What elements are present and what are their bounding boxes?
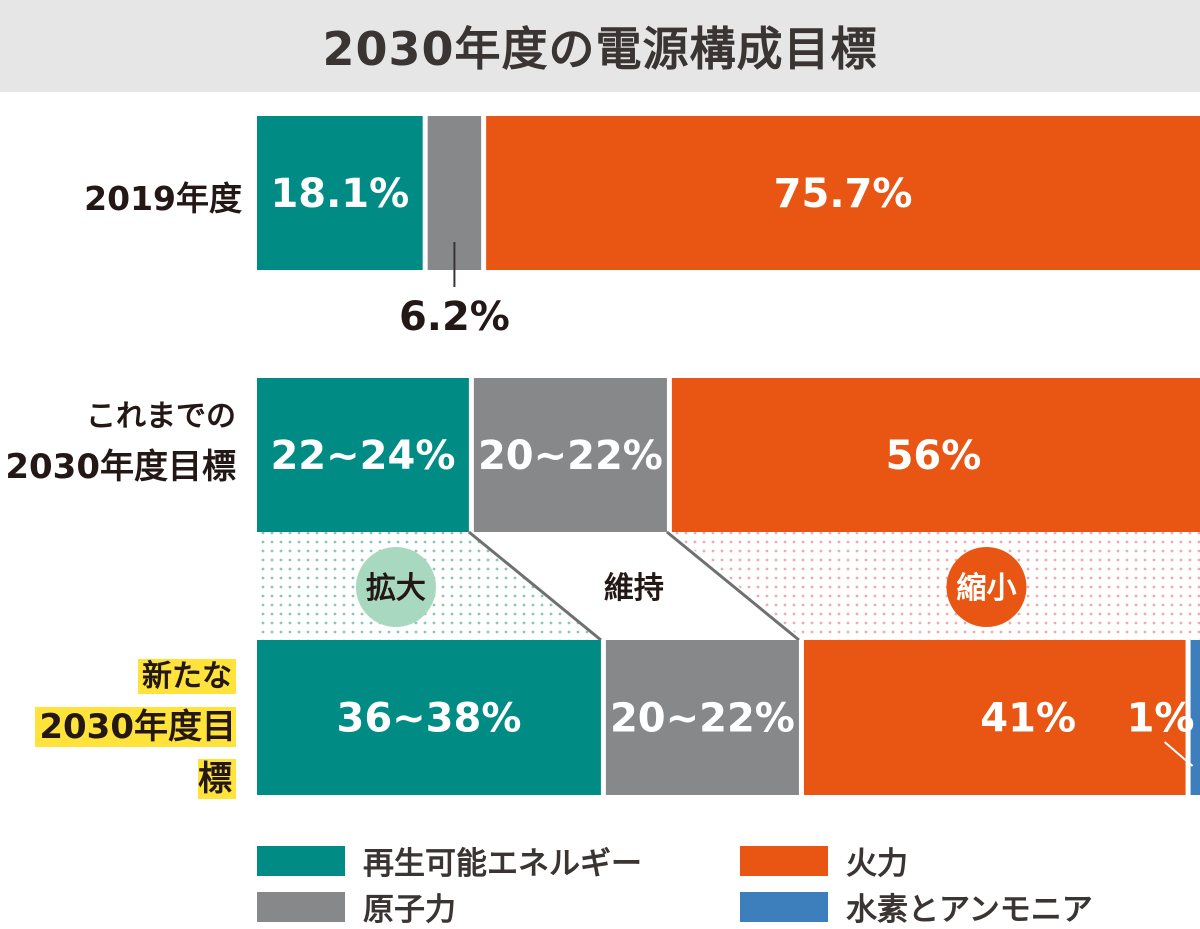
connector-edge-nuclear [665, 530, 800, 642]
legend-item-thermal: 火力 [740, 838, 908, 883]
legend-swatch-renewable [257, 845, 345, 876]
data-label-thermal-row0: 75.7% [774, 171, 913, 217]
data-label-hydrogen-row2: 1% [1127, 696, 1195, 742]
change-badge-shrink [946, 547, 1027, 627]
change-label-shrink: 縮小 [956, 571, 1016, 606]
legend-label-thermal: 火力 [846, 846, 908, 882]
data-label-thermal-row2: 41% [980, 696, 1076, 742]
bar-thermal-row1 [671, 378, 1200, 532]
legend-label-renewable: 再生可能エネルギー [363, 846, 642, 882]
row-label-2019: 2019年度 [20, 172, 242, 220]
legend-item-nuclear: 原子力 [257, 884, 456, 929]
bar-renewable-row0 [257, 116, 423, 270]
row-label-new-target: 新たな 2030年度目標 [0, 652, 236, 806]
title-band [0, 0, 1200, 92]
data-label-nuclear-row2: 20~22% [610, 696, 795, 742]
bar-thermal-row2 [803, 640, 1186, 795]
connector-thermal [671, 532, 1200, 640]
bar-nuclear-row1 [473, 378, 667, 532]
change-label-expand: 拡大 [366, 571, 426, 606]
data-label-nuclear-row1: 20~22% [478, 433, 663, 479]
change-badge-expand [355, 547, 436, 627]
legend-label-nuclear: 原子力 [363, 892, 456, 928]
row-label-old-target: これまでの 2030年度目標 [0, 392, 236, 492]
legend-item-renewable: 再生可能エネルギー [257, 838, 642, 883]
bar-thermal-row0 [486, 116, 1200, 270]
row-label-old-line1: これまでの [86, 399, 236, 434]
bar-renewable-row1 [257, 378, 469, 532]
legend-swatch-hydrogen [740, 891, 828, 922]
bar-renewable-row2 [257, 640, 601, 795]
legend-item-hydrogen: 水素とアンモニア [740, 884, 1093, 929]
row-label-new-line1: 新たな [138, 659, 236, 694]
leader-line-hydrogen-row2 [1163, 741, 1194, 767]
bar-nuclear-row2 [605, 640, 799, 795]
row-label-old-line2: 2030年度目標 [5, 447, 236, 487]
change-badge-maintain [593, 547, 674, 627]
data-label-renewable-row1: 22~24% [270, 433, 455, 479]
legend-label-hydrogen: 水素とアンモニア [846, 892, 1093, 928]
row-label-2019-text: 2019年度 [84, 179, 242, 218]
legend-swatch-thermal [740, 845, 828, 876]
legend-swatch-nuclear [257, 891, 345, 922]
chart-title: 2030年度の電源構成目標 [322, 22, 878, 76]
data-label-renewable-row2: 36~38% [336, 696, 521, 742]
connector-edge-renewable [467, 530, 602, 642]
bar-hydrogen-row2 [1190, 640, 1200, 795]
change-label-maintain: 維持 [604, 571, 664, 606]
data-label-renewable-row0: 18.1% [270, 171, 409, 217]
data-label-nuclear-row0: 6.2% [399, 294, 510, 340]
data-label-thermal-row1: 56% [886, 433, 982, 479]
